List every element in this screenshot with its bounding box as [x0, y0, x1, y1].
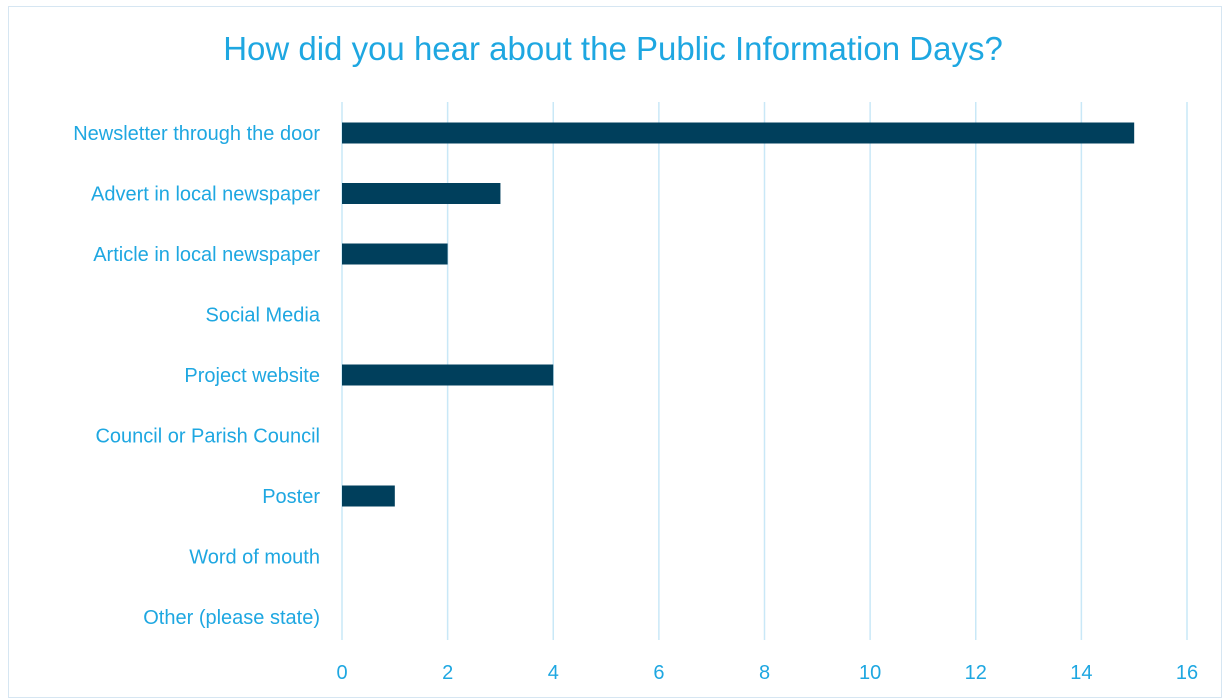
- x-tick-label: 10: [859, 662, 881, 684]
- x-tick-label: 14: [1070, 662, 1092, 684]
- bar: [342, 122, 1135, 144]
- x-tick-label: 16: [1176, 662, 1198, 684]
- category-label: Social Media: [205, 305, 320, 327]
- bar: [342, 243, 448, 265]
- x-tick-label: 0: [336, 662, 347, 684]
- category-label: Poster: [262, 486, 320, 508]
- x-tick-label: 4: [548, 662, 559, 684]
- chart-title: How did you hear about the Public Inform…: [223, 30, 1003, 67]
- category-label: Other (please state): [143, 607, 320, 629]
- x-tick-label: 12: [965, 662, 987, 684]
- x-axis-tick-labels: 0 2 4 6 8 10 12 14 16: [336, 662, 1198, 684]
- category-label: Project website: [184, 365, 320, 387]
- x-tick-label: 2: [442, 662, 453, 684]
- category-label: Word of mouth: [189, 547, 320, 569]
- x-tick-label: 6: [653, 662, 664, 684]
- bars: [342, 122, 1135, 507]
- bar: [342, 485, 395, 507]
- chart-frame: [8, 6, 1222, 698]
- category-label: Advert in local newspaper: [91, 184, 320, 206]
- category-labels: Newsletter through the door Advert in loc…: [73, 123, 321, 629]
- bar: [342, 364, 554, 386]
- category-label: Newsletter through the door: [73, 123, 320, 145]
- x-tick-label: 8: [759, 662, 770, 684]
- bar: [342, 183, 501, 204]
- category-label: Article in local newspaper: [93, 244, 320, 266]
- category-label: Council or Parish Council: [95, 426, 320, 448]
